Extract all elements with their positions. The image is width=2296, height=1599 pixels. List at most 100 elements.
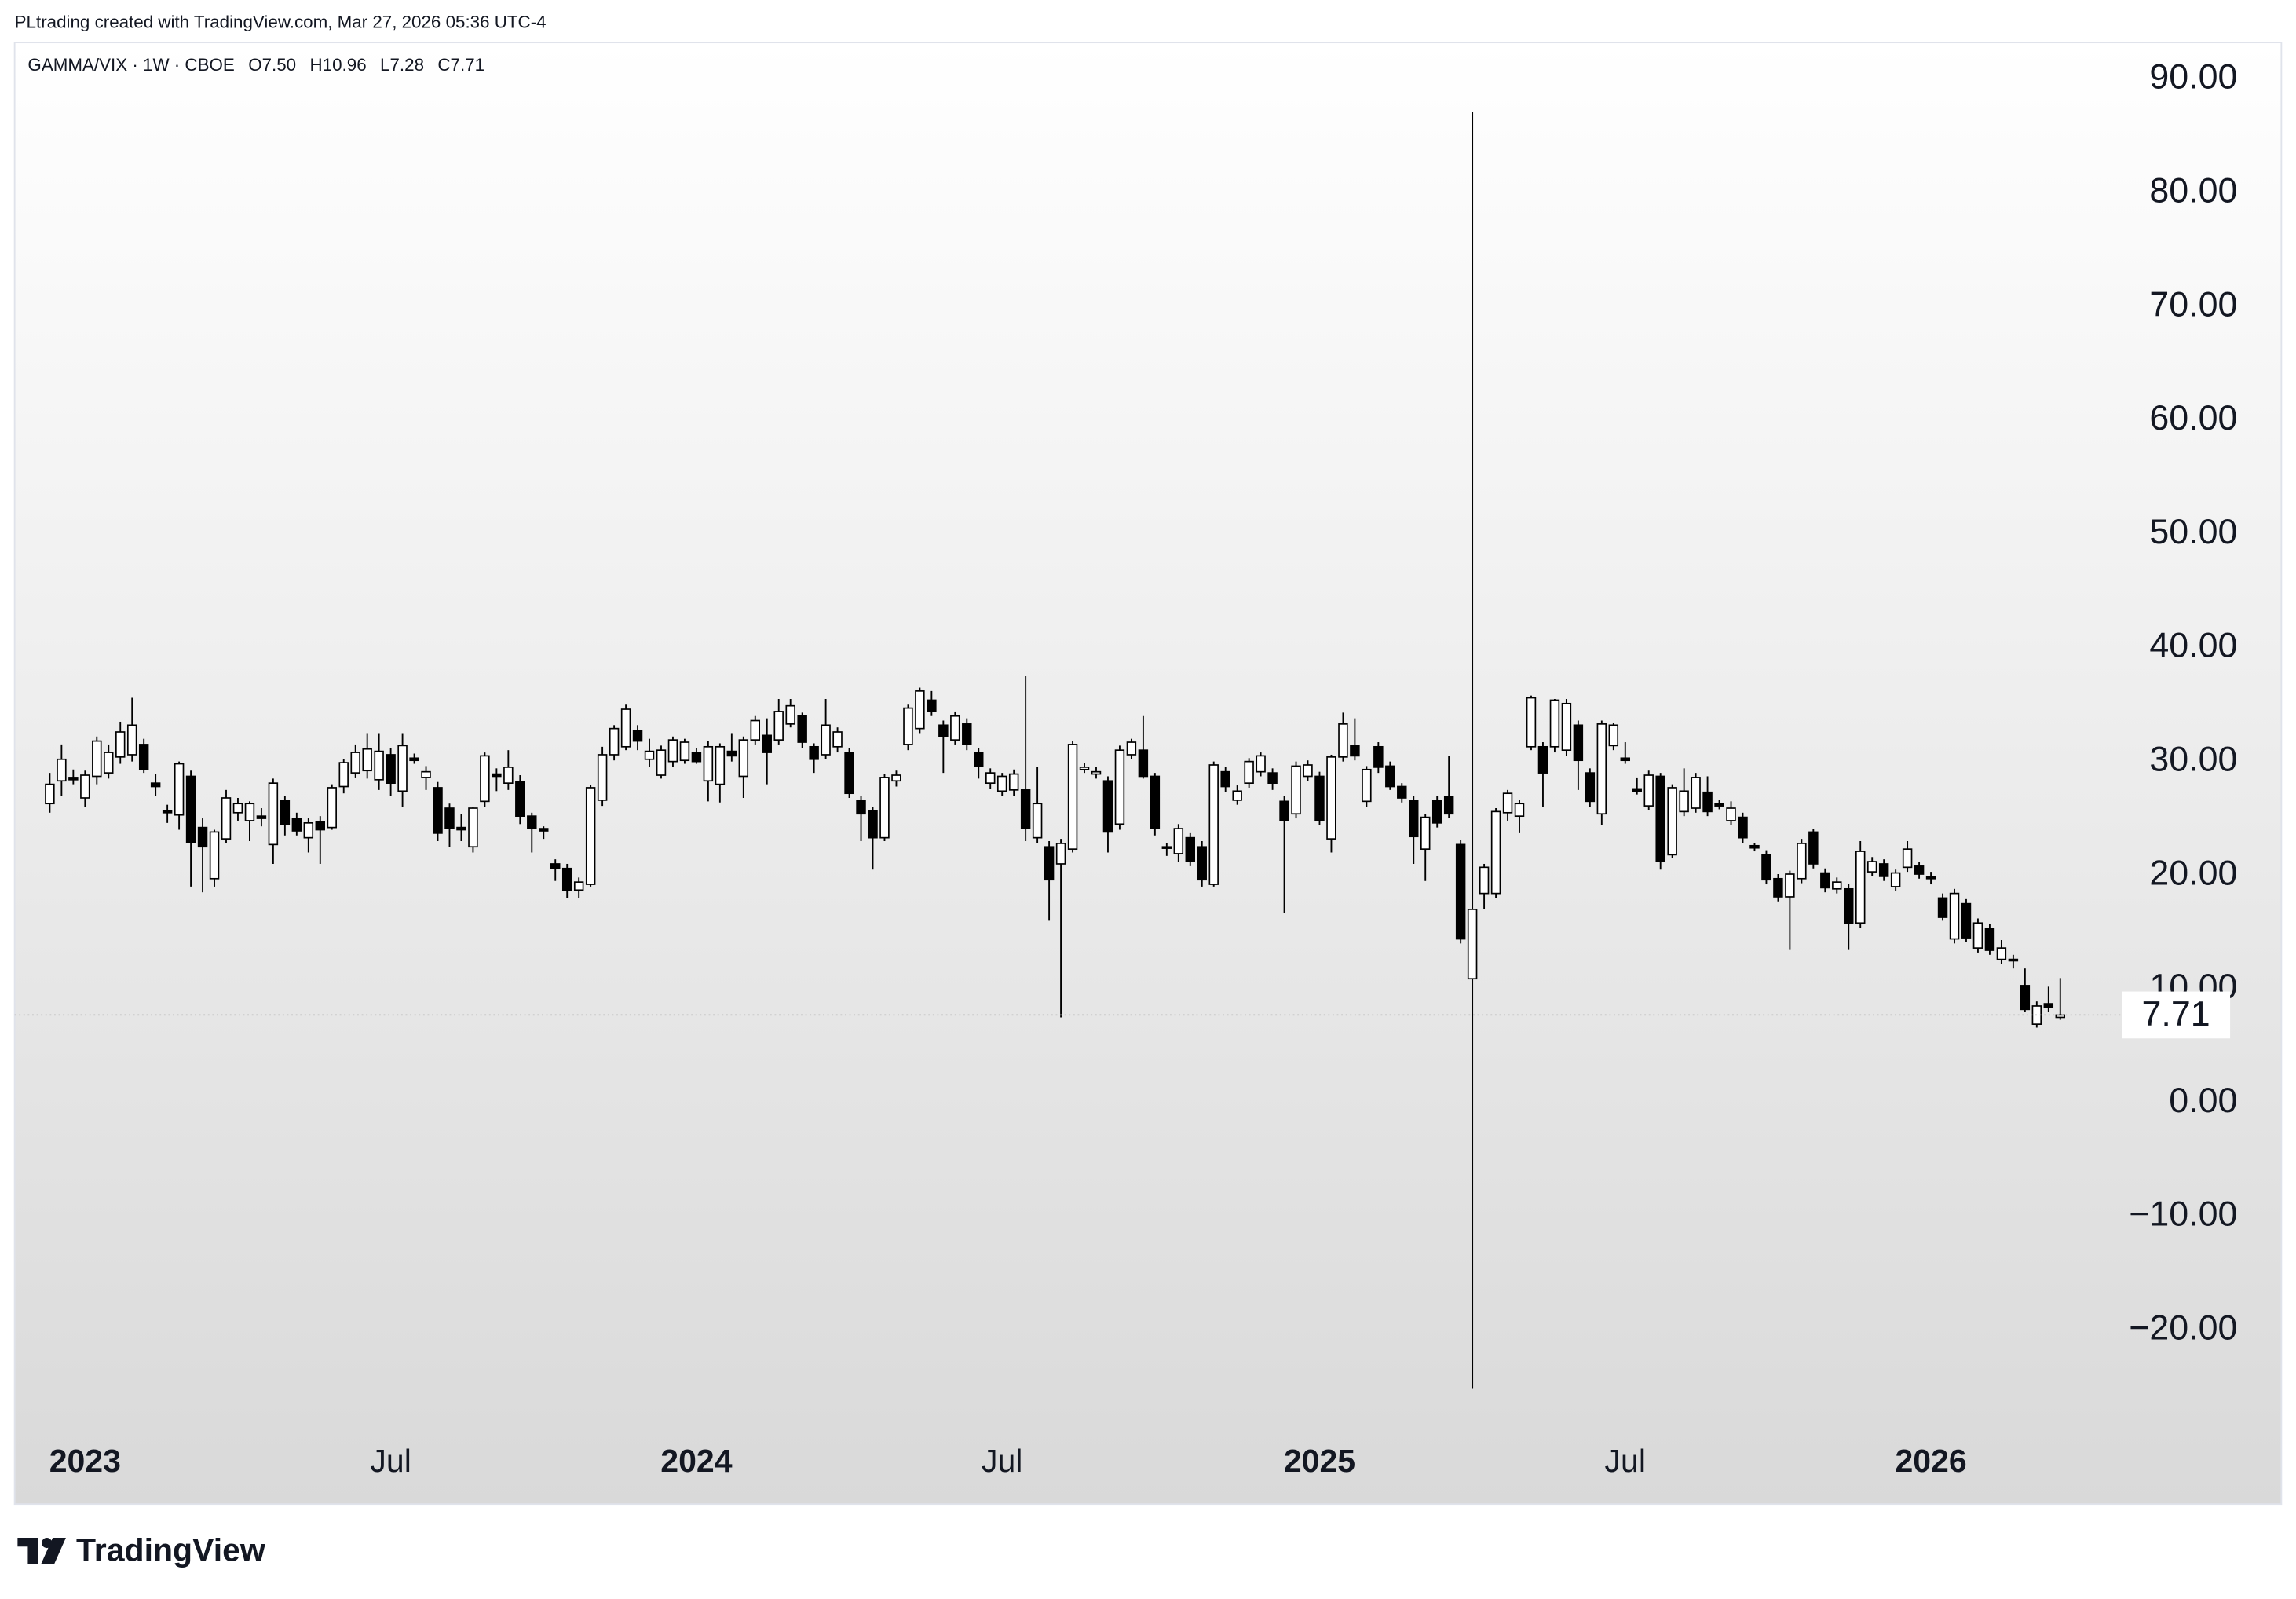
- y-tick-label: 80.00: [2149, 170, 2237, 210]
- candle-body: [221, 797, 232, 840]
- candle-body: [644, 750, 655, 760]
- candle-body: [1185, 836, 1196, 862]
- candle-body: [1020, 789, 1031, 829]
- x-tick-label: Jul: [1605, 1443, 1646, 1479]
- candle-body: [891, 774, 901, 782]
- candle-body: [1373, 745, 1384, 768]
- candle-body: [1691, 777, 1701, 809]
- candle-body: [1549, 699, 1560, 748]
- y-tick-label: 30.00: [2149, 739, 2237, 778]
- legend: GAMMA/VIX · 1W · CBOE O7.50 H10.96 L7.28…: [27, 55, 484, 75]
- x-tick-label: 2023: [49, 1443, 121, 1479]
- candle-body: [821, 724, 831, 756]
- candle-body: [104, 752, 114, 774]
- candle-body: [962, 723, 972, 745]
- candle-body: [1761, 854, 1771, 881]
- y-tick-label: 50.00: [2149, 512, 2237, 551]
- x-tick-label: 2025: [1284, 1443, 1355, 1479]
- candle-body: [750, 719, 761, 741]
- legend-low: L7.28: [380, 55, 424, 75]
- candle-body: [150, 782, 161, 788]
- candle-body: [809, 745, 819, 760]
- candle-body: [315, 821, 326, 831]
- candle-body: [550, 863, 561, 869]
- candle-body: [1397, 785, 1407, 799]
- candle-body: [1797, 843, 1807, 880]
- candle-body: [92, 740, 102, 778]
- candle-body: [1878, 863, 1889, 877]
- candle-body: [950, 715, 960, 741]
- candle-body: [1479, 866, 1490, 895]
- candle-body: [1008, 773, 1019, 791]
- candle-body: [327, 787, 337, 829]
- candle-body: [985, 772, 996, 784]
- candle-body: [1443, 796, 1454, 815]
- candle-body: [1596, 723, 1607, 815]
- candle-body: [609, 727, 620, 756]
- candle-body: [515, 781, 525, 817]
- candle-body: [1914, 865, 1925, 875]
- y-tick-label: 20.00: [2149, 853, 2237, 892]
- legend-symbol: GAMMA/VIX · 1W · CBOE: [27, 55, 234, 75]
- candle-body: [879, 777, 890, 839]
- candle-body: [1420, 816, 1431, 850]
- candle-body: [1267, 772, 1278, 784]
- candle-body: [444, 807, 455, 829]
- candle-body: [527, 815, 537, 829]
- candle-body: [1632, 788, 1642, 792]
- candle-body: [1362, 768, 1372, 803]
- y-tick-label: 90.00: [2149, 57, 2237, 97]
- candle-body: [45, 783, 55, 805]
- candle-body: [927, 699, 937, 712]
- candle-body: [80, 774, 90, 799]
- candle-body: [1655, 775, 1665, 862]
- candle-body: [996, 775, 1007, 792]
- last-price-label: 7.71: [2142, 994, 2210, 1034]
- candle-body: [350, 752, 360, 774]
- candle-body: [1232, 790, 1242, 801]
- candle-body: [1808, 831, 1819, 865]
- last-price-box: [2122, 991, 2231, 1039]
- candle-body: [1126, 741, 1137, 756]
- candle-body: [1820, 872, 1830, 889]
- brand-name: TradingView: [76, 1532, 265, 1568]
- candle-body: [1925, 876, 1936, 880]
- candle-body: [1984, 928, 1995, 951]
- candle-body: [785, 704, 795, 725]
- candle-body: [1067, 744, 1078, 850]
- legend-high: H10.96: [310, 55, 367, 75]
- candle-body: [2055, 1014, 2065, 1019]
- candle-body: [1937, 897, 1948, 918]
- candle-body: [492, 773, 502, 778]
- candle-body: [1161, 846, 1172, 849]
- candle-body: [1561, 702, 1572, 752]
- candle-body: [868, 810, 878, 839]
- candle-body: [597, 754, 608, 801]
- candle-body: [738, 739, 749, 778]
- candle-body: [1996, 947, 2007, 960]
- candle-body: [1303, 764, 1313, 778]
- candle-body: [1032, 803, 1043, 839]
- candle-body: [1679, 790, 1689, 813]
- y-tick-label: −10.00: [2129, 1195, 2237, 1234]
- candle-body: [1326, 756, 1336, 840]
- candle-body: [468, 807, 478, 848]
- candle-body: [421, 770, 431, 778]
- candle-body: [1855, 851, 1866, 924]
- candle-body: [1338, 723, 1348, 758]
- candle-body: [1102, 780, 1113, 833]
- candle-body: [1079, 767, 1090, 770]
- candle-body: [938, 724, 949, 737]
- candle-body: [1385, 765, 1395, 788]
- candle-body: [1044, 846, 1055, 881]
- candle-body: [1702, 791, 1713, 813]
- x-tick-label: 2026: [1895, 1443, 1966, 1479]
- candle-body: [162, 810, 173, 814]
- candle-body: [232, 803, 243, 814]
- candle-body: [1244, 760, 1254, 784]
- candle-body: [1208, 764, 1219, 885]
- candle-body: [832, 731, 843, 748]
- attribution: PLtrading created with TradingView.com, …: [15, 13, 547, 32]
- candle-body: [256, 815, 267, 819]
- candle-body: [844, 752, 854, 795]
